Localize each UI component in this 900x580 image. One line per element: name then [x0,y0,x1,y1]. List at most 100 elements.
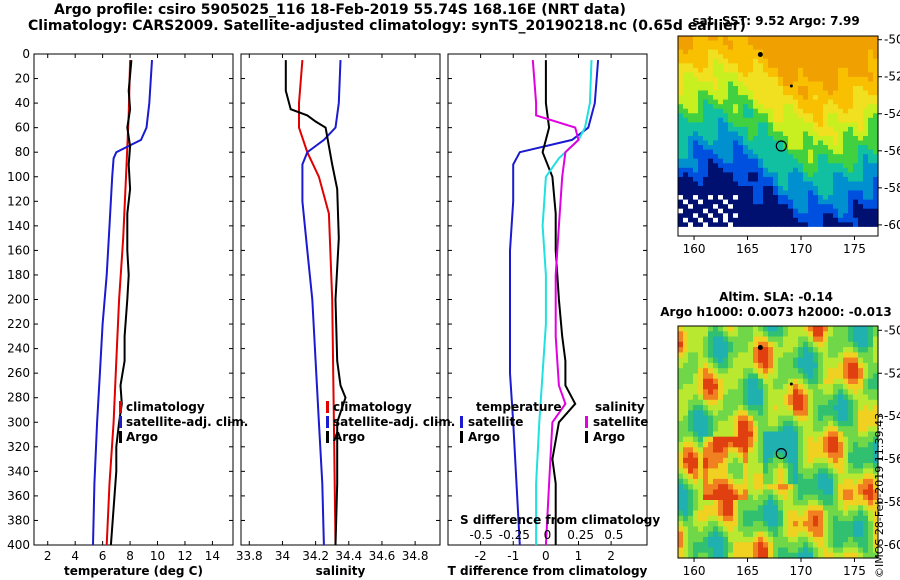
map-cell [753,81,759,87]
map-cell [868,436,874,443]
map-cell [753,357,759,364]
map-cell [698,190,704,196]
map-cell [848,542,854,549]
map-cell [713,521,719,527]
map-cell [778,389,784,396]
map-cell [728,362,734,369]
map-cell [868,394,874,401]
map-cell [863,154,869,160]
map-cell [848,108,854,114]
map-cell [808,484,814,491]
map-cell [678,484,684,491]
map-cell [803,40,809,46]
map-cell [848,140,854,146]
map-cell [858,149,864,155]
map-cell [863,222,869,228]
map-cell [748,131,754,137]
map-cell [748,341,754,348]
map-cell [813,54,819,60]
map-cell [738,473,744,480]
map-cell [838,436,844,443]
map-cell [718,373,724,380]
map-cell [858,104,864,110]
map-cell [743,515,749,522]
map-cell [693,108,699,114]
map-cell [858,76,864,82]
map-cell [703,547,709,554]
map-cell [703,58,709,64]
map-cell [833,49,839,55]
map-cell [843,231,849,237]
map-cell [713,90,719,96]
map-cell [793,352,799,359]
map-cell [688,63,694,69]
map-cell [798,154,804,160]
map-cell [768,45,774,51]
map-cell [808,67,814,73]
map-cell [783,208,789,214]
map-cell [718,208,724,214]
map-cell [678,384,684,390]
map-cell [823,86,829,92]
map-cell [808,131,814,137]
map-cell [713,122,719,128]
map-cell [873,526,879,533]
map-cell [873,63,879,69]
map-cell [678,176,684,182]
map-cell [833,76,839,82]
map-cell [713,158,719,164]
map-cell [788,126,794,132]
map-cell [733,362,739,369]
map-cell [818,49,824,55]
map-cell [813,510,819,517]
map-cell [813,442,819,448]
map-cell [698,463,704,469]
map-cell [848,368,854,375]
map-cell [678,54,684,60]
map-cell [788,76,794,82]
map-cell [808,190,814,196]
map-cell [733,213,739,219]
map-cell [848,500,854,506]
map-cell [793,547,799,554]
map-cell [788,457,794,464]
map-cell [703,195,709,201]
map-cell [698,420,704,427]
legend-title-salinity: salinity [595,400,645,414]
map-cell [818,140,824,146]
map-cell [728,547,734,554]
map-cell [803,394,809,401]
map-cell [768,99,774,105]
map-cell [768,473,774,480]
map-cell [838,140,844,146]
map-cell [808,500,814,506]
map-cell [708,431,714,438]
map-cell [708,384,714,390]
map-cell [803,352,809,359]
map-cell [773,117,779,123]
map-cell [763,542,769,549]
map-cell [868,122,874,128]
map-cell [738,526,744,533]
map-cell [858,526,864,533]
map-cell [853,478,859,485]
map-cell [793,117,799,123]
map-cell [843,463,849,469]
map-cell [768,521,774,527]
map-cell [758,213,764,219]
map-cell [823,341,829,348]
map-cell [693,104,699,110]
map-cell [823,468,829,475]
map-cell [763,415,769,422]
map-cell [743,410,749,417]
map-cell [783,63,789,69]
map-cell [773,521,779,527]
map-cell [713,163,719,169]
map-cell [833,447,839,454]
map-cell [763,405,769,411]
map-cell [753,72,759,78]
map-cell [678,154,684,160]
map-cell [693,86,699,92]
map-cell [808,54,814,60]
map-cell [808,442,814,448]
